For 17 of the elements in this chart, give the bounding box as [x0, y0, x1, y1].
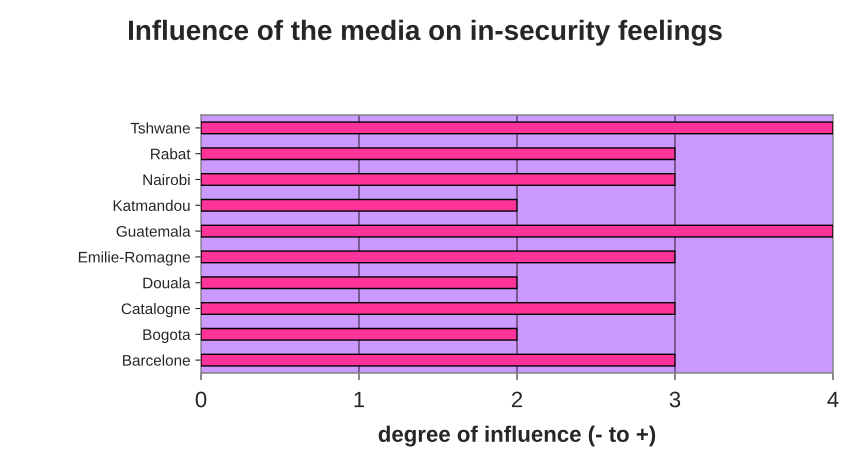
x-tick-label: 2	[512, 392, 522, 408]
x-tick-label: 0	[196, 392, 206, 408]
x-tick-label: 3	[670, 392, 680, 408]
x-axis-title: degree of influence (- to +)	[378, 426, 656, 446]
y-tick-label: Douala	[143, 277, 191, 288]
y-tick-label: Guatemala	[116, 226, 191, 237]
y-tick-label: Nairobi	[143, 174, 190, 186]
y-tick-label: Bogota	[143, 329, 191, 344]
x-tick-label: 1	[354, 392, 364, 408]
y-tick-label: Emilie-Romagne	[78, 251, 190, 266]
chart-title: Influence of the media on in-security feelings	[128, 20, 722, 46]
y-tick-label: Rabat	[151, 148, 190, 160]
x-tick-label: 4	[827, 392, 839, 408]
y-tick-label: Barcelone	[123, 354, 190, 366]
y-tick-label: Tshwane	[130, 122, 190, 134]
y-tick-label: Katmandou	[114, 200, 190, 211]
y-tick-label: Catalogne	[122, 302, 190, 318]
